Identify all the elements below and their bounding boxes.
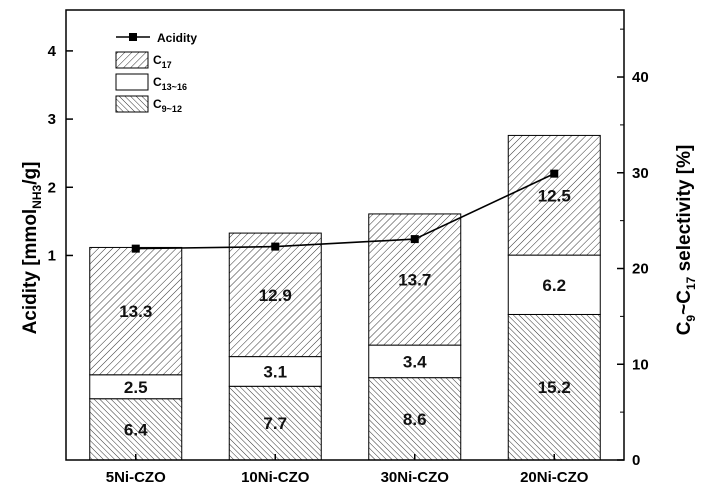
right-axis-title-main: C — [674, 321, 695, 335]
data-label-c13-16-1: 3.1 — [263, 362, 287, 381]
left-axis-title-tail: /g] — [20, 162, 41, 185]
x-tick-label-2: 30Ni-CZO — [381, 469, 450, 486]
data-label-c9-12-1: 7.7 — [263, 414, 287, 433]
left-axis: 1 2 3 4 — [48, 43, 73, 264]
right-axis-title-mid: ~C — [674, 290, 695, 315]
x-tick-label-3: 20Ni-CZO — [520, 469, 589, 486]
legend-acidity-label: Acidity — [157, 31, 197, 45]
data-label-c17-0: 13.3 — [119, 302, 152, 321]
right-axis-title-sub2: 17 — [684, 276, 698, 290]
acidity-point-2 — [410, 235, 419, 244]
legend-c17-label: C17 — [153, 53, 172, 70]
data-label-c9-12-2: 8.6 — [403, 410, 427, 429]
bar-c9-12-3 — [507, 313, 601, 461]
legend-c9-12-swatch — [115, 95, 149, 113]
bar-c9-12-1 — [228, 385, 322, 461]
plot-frame — [65, 9, 625, 461]
right-axis-title-sub1: 9 — [684, 315, 698, 322]
legend-c13-16-sub: 13~16 — [162, 82, 187, 92]
bar-c13-16-1 — [228, 356, 322, 387]
right-axis-title-tail: selectivity [%] — [674, 145, 695, 277]
bar-c17-1 — [228, 232, 322, 358]
data-label-c9-12-3: 15.2 — [538, 378, 571, 397]
acidity-point-3 — [550, 169, 559, 178]
legend-c17-swatch — [115, 51, 149, 69]
legend: Acidity C17 C13~16 C9~12 — [115, 31, 197, 114]
left-tick-label-2: 3 — [48, 111, 56, 128]
x-tick-label-0: 5Ni-CZO — [106, 469, 166, 486]
data-labels-layer: 6.4 2.5 13.3 7.7 3.1 12.9 8.6 3.4 13.7 15.2 6.2 12.… — [119, 186, 571, 439]
right-tick-label-4: 40 — [632, 69, 649, 86]
bar-c9-12-0 — [89, 398, 183, 461]
left-tick-label-0: 1 — [48, 247, 56, 264]
left-axis-title: Acidity [mmolNH3/g] — [20, 162, 44, 335]
right-tick-label-3: 30 — [632, 165, 649, 182]
right-axis-title: C9~C17 selectivity [%] — [674, 145, 698, 336]
acidity-point-0 — [131, 244, 140, 253]
left-tick-label-1: 2 — [48, 179, 56, 196]
left-axis-title-sub: NH3 — [30, 184, 44, 208]
data-label-c17-1: 12.9 — [259, 286, 292, 305]
acidity-line-layer — [131, 169, 559, 253]
legend-c13-16-label: C13~16 — [153, 75, 187, 92]
bar-c17-3 — [507, 134, 601, 256]
data-label-c13-16-2: 3.4 — [403, 352, 427, 371]
data-label-c13-16-3: 6.2 — [542, 276, 566, 295]
legend-c17-main: C — [153, 53, 162, 67]
legend-c9-12-sub: 9~12 — [162, 104, 182, 114]
data-label-c17-3: 12.5 — [538, 186, 571, 205]
right-tick-label-1: 10 — [632, 356, 649, 373]
data-label-c17-2: 13.7 — [398, 271, 431, 290]
x-tick-label-1: 10Ni-CZO — [241, 469, 310, 486]
bars-layer — [89, 134, 601, 461]
legend-acidity-marker — [129, 33, 137, 41]
legend-c13-16-main: C — [153, 75, 162, 89]
legend-c9-12-main: C — [153, 97, 162, 111]
legend-c17-sub: 17 — [162, 60, 172, 70]
acidity-point-1 — [271, 242, 280, 251]
legend-c13-16-swatch — [115, 73, 149, 91]
right-axis: 0 10 20 30 40 — [617, 28, 649, 469]
data-label-c9-12-0: 6.4 — [124, 420, 148, 439]
bar-c13-16-2 — [368, 344, 462, 379]
x-axis: 5Ni-CZO 10Ni-CZO 30Ni-CZO 20Ni-CZO — [106, 454, 589, 486]
left-tick-label-3: 4 — [48, 43, 57, 60]
data-label-c13-16-0: 2.5 — [124, 378, 148, 397]
legend-c9-12-label: C9~12 — [153, 97, 182, 114]
acidity-line — [135, 172, 555, 250]
right-tick-label-0: 0 — [632, 452, 640, 469]
right-tick-label-2: 20 — [632, 261, 649, 278]
left-axis-title-main: Acidity [mmol — [20, 209, 41, 335]
